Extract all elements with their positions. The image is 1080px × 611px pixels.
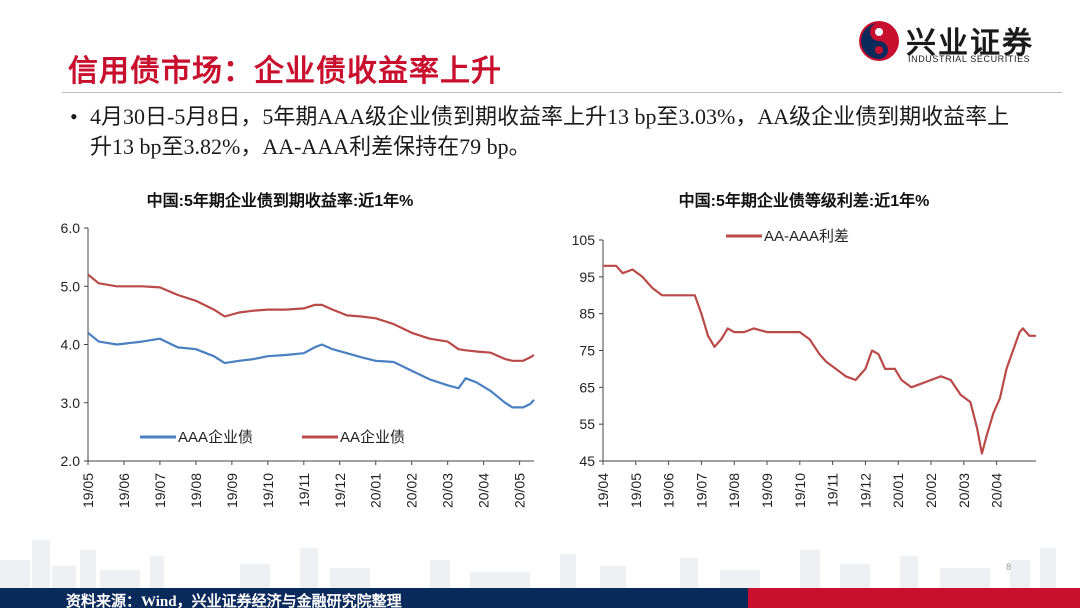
yield-chart-svg: 中国:5年期企业债到期收益率:近1年% 2.0 3.0 4.0 5.0 6.0 19/05 1… — [61, 191, 535, 508]
y-tick-label: 105 — [572, 232, 596, 248]
x-tick-label: 19/10 — [792, 473, 808, 508]
company-logo: 兴业证券 INDUSTRIAL SECURITIES — [858, 18, 1068, 68]
x-tick-label: 20/02 — [923, 473, 939, 508]
series-line-2 — [87, 273, 535, 362]
x-tick-label: 19/05 — [628, 473, 644, 508]
x-tick-label: 19/06 — [661, 473, 677, 508]
logo-mark-icon — [859, 21, 899, 61]
series-line-1 — [603, 264, 1036, 455]
y-tick-label: 65 — [579, 379, 595, 395]
x-tick-label: 19/09 — [224, 473, 240, 508]
x-tick-label: 19/08 — [188, 473, 204, 508]
footer-source: 资料来源：Wind，兴业证券经济与金融研究院整理 — [66, 594, 402, 610]
y-tick-label: 45 — [579, 453, 595, 469]
y-tick-label: 85 — [579, 306, 595, 322]
legend-label: AA-AAA利差 — [764, 228, 849, 245]
x-tick-label: 19/10 — [260, 473, 276, 508]
x-tick-label: 19/12 — [857, 473, 873, 508]
x-tick-label: 20/04 — [476, 473, 492, 508]
y-tick-label: 6.0 — [61, 220, 81, 236]
series-line-1 — [87, 331, 535, 409]
footer-accent — [748, 588, 1080, 608]
x-tick-label: 19/04 — [595, 473, 611, 508]
x-tick-label: 19/08 — [726, 473, 742, 508]
y-tick-label: 3.0 — [61, 395, 81, 411]
skyline-decoration — [0, 540, 1056, 592]
x-tick-label: 19/07 — [152, 473, 168, 508]
page-number: 8 — [1006, 562, 1012, 572]
x-tick-label: 20/04 — [989, 473, 1005, 508]
x-tick-label: 20/03 — [440, 473, 456, 508]
y-tick-label: 95 — [579, 269, 595, 285]
bullet-dot-icon: • — [70, 104, 78, 129]
title-divider — [62, 92, 1062, 93]
y-tick-label: 4.0 — [61, 337, 81, 353]
x-tick-label: 19/05 — [80, 473, 96, 508]
x-tick-label: 19/11 — [296, 473, 312, 507]
legend-label: AA企业债 — [340, 428, 405, 446]
page-title: 信用债市场：企业债收益率上升 — [68, 55, 502, 88]
x-tick-label: 19/12 — [332, 473, 348, 508]
x-tick-label: 20/01 — [890, 473, 906, 508]
y-tick-label: 2.0 — [61, 453, 81, 469]
y-tick-label: 75 — [579, 343, 595, 359]
logo-subtitle: INDUSTRIAL SECURITIES — [908, 54, 1031, 64]
legend-label: AAA企业债 — [178, 428, 253, 446]
y-tick-label: 5.0 — [61, 278, 81, 294]
spread-chart-svg: 中国:5年期企业债等级利差:近1年% 45 55 65 75 85 95 105 19/04 19… — [572, 191, 1036, 508]
footer-bar — [0, 588, 760, 608]
spread-chart: 中国:5年期企业债等级利差:近1年% 45 55 65 75 85 95 105 19/04 19… — [548, 188, 1048, 528]
x-tick-label: 19/11 — [825, 473, 841, 507]
x-tick-label: 19/07 — [693, 473, 709, 508]
y-tick-label: 55 — [579, 416, 595, 432]
x-tick-label: 19/09 — [759, 473, 775, 508]
logo-name: 兴业证券 — [906, 26, 1034, 61]
x-tick-label: 19/06 — [116, 473, 132, 508]
chart-title: 中国:5年期企业债等级利差:近1年% — [679, 191, 930, 210]
x-tick-label: 20/05 — [512, 473, 528, 508]
summary-text: 4月30日-5月8日，5年期AAA级企业债到期收益率上升13 bp至3.03%，… — [90, 104, 1010, 159]
x-tick-label: 20/03 — [956, 473, 972, 508]
x-tick-label: 20/02 — [404, 473, 420, 508]
yield-chart: 中国:5年期企业债到期收益率:近1年% 2.0 3.0 4.0 5.0 6.0 19/05 1… — [30, 188, 550, 528]
chart-title: 中国:5年期企业债到期收益率:近1年% — [147, 191, 414, 210]
x-tick-label: 20/01 — [368, 473, 384, 508]
